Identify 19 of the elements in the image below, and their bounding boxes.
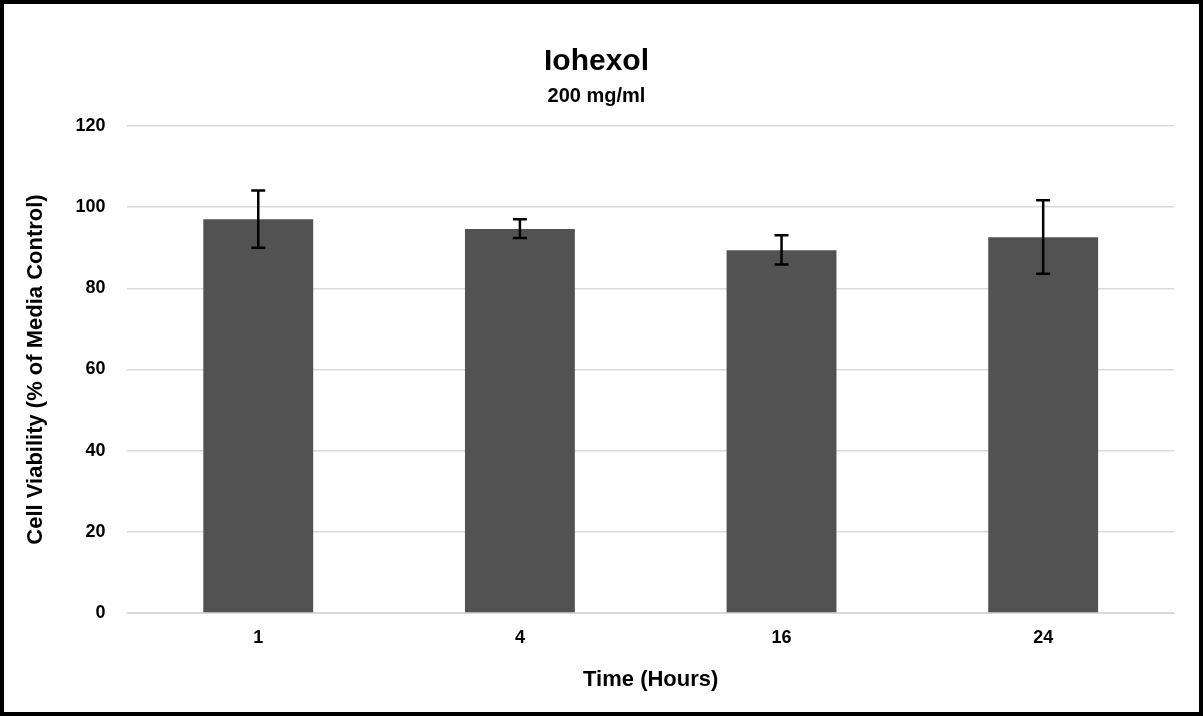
- bar: [726, 250, 837, 613]
- bar: [464, 229, 575, 613]
- y-tick-label: 60: [85, 358, 106, 379]
- y-tick-label: 120: [75, 114, 106, 135]
- chart-title: Iohexol: [543, 43, 650, 77]
- y-tick-label: 20: [85, 520, 106, 541]
- x-tick-label: 24: [1033, 626, 1054, 647]
- x-tick-label: 4: [514, 626, 525, 647]
- y-tick-label: 80: [85, 277, 106, 298]
- y-tick-label: 100: [75, 196, 106, 217]
- y-axis-title: Cell Viability (% of Media Control): [22, 194, 48, 545]
- x-axis-title: Time (Hours): [583, 665, 719, 691]
- bar: [988, 237, 1099, 613]
- y-tick-label: 40: [85, 439, 106, 460]
- chart-subtitle: 200 mg/ml: [547, 83, 646, 106]
- x-tick-label: 1: [253, 626, 264, 647]
- bar: [203, 219, 314, 613]
- y-tick-label: 0: [95, 601, 106, 622]
- x-tick-label: 16: [771, 626, 792, 647]
